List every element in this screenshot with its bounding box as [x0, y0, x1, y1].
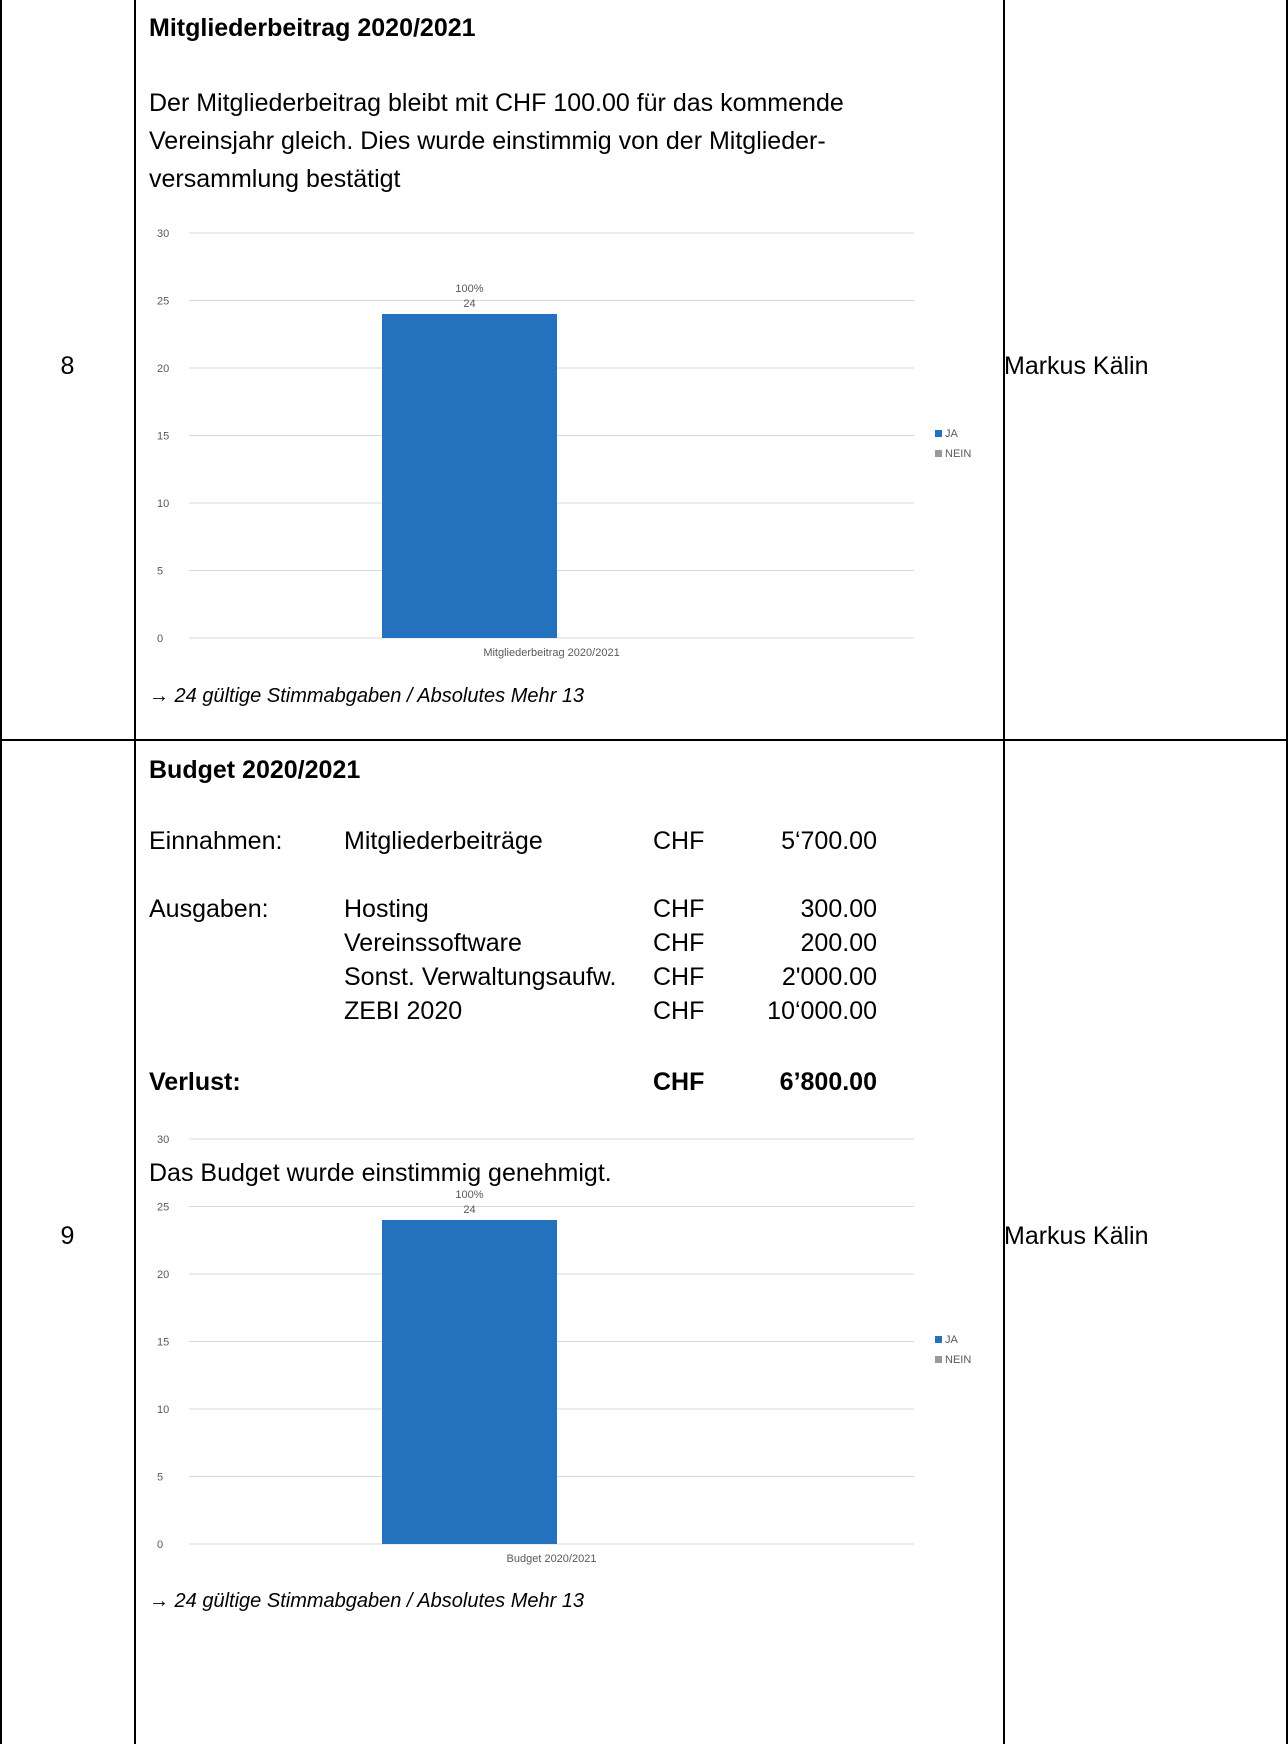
y-tick-label: 15 [157, 1337, 169, 1349]
legend-swatch [935, 1356, 942, 1363]
text-line: Der Mitgliederbeitrag bleibt mit CHF 100… [149, 89, 844, 117]
budget-amount: 2'000.00 [781, 963, 877, 991]
budget-item: ZEBI 2020 [344, 997, 463, 1025]
y-tick-label: 25 [157, 296, 169, 308]
legend-swatch [935, 430, 942, 437]
y-tick-label: 25 [157, 1202, 169, 1214]
budget-amount: 10‘000.00 [767, 997, 877, 1025]
vote-note: → 24 gültige Stimmabgaben / Absolutes Me… [149, 1590, 585, 1612]
responsible-person: Markus Kälin [1004, 352, 1149, 380]
legend-entry: JA [945, 428, 959, 440]
y-tick-label: 10 [157, 1404, 169, 1416]
y-tick-label: 0 [157, 633, 163, 645]
budget-item: Vereinssoftware [344, 929, 522, 957]
legend-entry: NEIN [945, 448, 971, 460]
responsible-person: Markus Kälin [1004, 1222, 1149, 1250]
y-tick-label: 30 [157, 228, 169, 240]
budget-item: Hosting [344, 895, 429, 923]
row-number: 8 [60, 352, 75, 380]
bar-ja [382, 314, 557, 638]
data-label-percent: 100% [455, 283, 483, 295]
table-border-left [0, 0, 2, 1744]
data-label-value: 24 [463, 1204, 475, 1216]
y-tick-label: 20 [157, 363, 169, 375]
table-divider-2 [1003, 0, 1005, 1744]
budget-label: Verlust: [149, 1068, 241, 1096]
section-heading: Budget 2020/2021 [149, 756, 361, 784]
budget-currency: CHF [653, 963, 705, 991]
y-tick-label: 20 [157, 1269, 169, 1281]
budget-amount: 300.00 [800, 895, 877, 923]
legend-entry: JA [945, 1334, 959, 1346]
table-divider-1 [134, 0, 136, 1744]
budget-currency: CHF [653, 827, 705, 855]
budget-amount: 200.00 [800, 929, 877, 957]
data-label-percent: 100% [455, 1189, 483, 1201]
bar-ja [382, 1220, 557, 1544]
budget-currency: CHF [653, 929, 705, 957]
vote-chart: 0 5 10 15 20 25 30 100% 24 Budget 2020/2021 JA NEIN [157, 1134, 971, 1565]
legend-entry: NEIN [945, 1354, 971, 1366]
y-tick-label: 5 [157, 1472, 163, 1484]
y-tick-label: 0 [157, 1539, 163, 1551]
budget-label: Einnahmen: [149, 827, 283, 855]
row-separator [0, 739, 1288, 741]
budget-currency: CHF [653, 1068, 705, 1096]
y-tick-label: 30 [157, 1134, 169, 1146]
legend-swatch [935, 450, 942, 457]
budget-amount: 5‘700.00 [781, 827, 877, 855]
budget-item: Mitgliederbeiträge [344, 827, 543, 855]
vote-note: → 24 gültige Stimmabgaben / Absolutes Me… [149, 685, 585, 707]
budget-currency: CHF [653, 997, 705, 1025]
budget-amount: 6’800.00 [779, 1068, 877, 1096]
x-category-label: Budget 2020/2021 [507, 1553, 597, 1565]
legend-swatch [935, 1336, 942, 1343]
y-tick-label: 15 [157, 431, 169, 443]
section-heading: Mitgliederbeitrag 2020/2021 [149, 14, 476, 42]
y-tick-label: 5 [157, 566, 163, 578]
y-tick-label: 10 [157, 498, 169, 510]
table-border-right [1286, 0, 1288, 1744]
data-label-value: 24 [463, 298, 475, 310]
text-line: versammlung bestätigt [149, 165, 401, 193]
text-line: Vereinsjahr gleich. Dies wurde einstimmi… [149, 127, 826, 155]
budget-label: Ausgaben: [149, 895, 269, 923]
x-category-label: Mitgliederbeitrag 2020/2021 [483, 647, 619, 659]
section-text: Das Budget wurde einstimmig genehmigt. [149, 1159, 612, 1187]
section-text: Der Mitgliederbeitrag bleibt mit CHF 100… [149, 84, 929, 198]
budget-currency: CHF [653, 895, 705, 923]
budget-item: Sonst. Verwaltungsaufw. [344, 963, 617, 991]
row-number: 9 [60, 1222, 75, 1250]
vote-chart: 0 5 10 15 20 25 30 100% 24 Mitgliederbeitrag 2020… [157, 228, 971, 659]
